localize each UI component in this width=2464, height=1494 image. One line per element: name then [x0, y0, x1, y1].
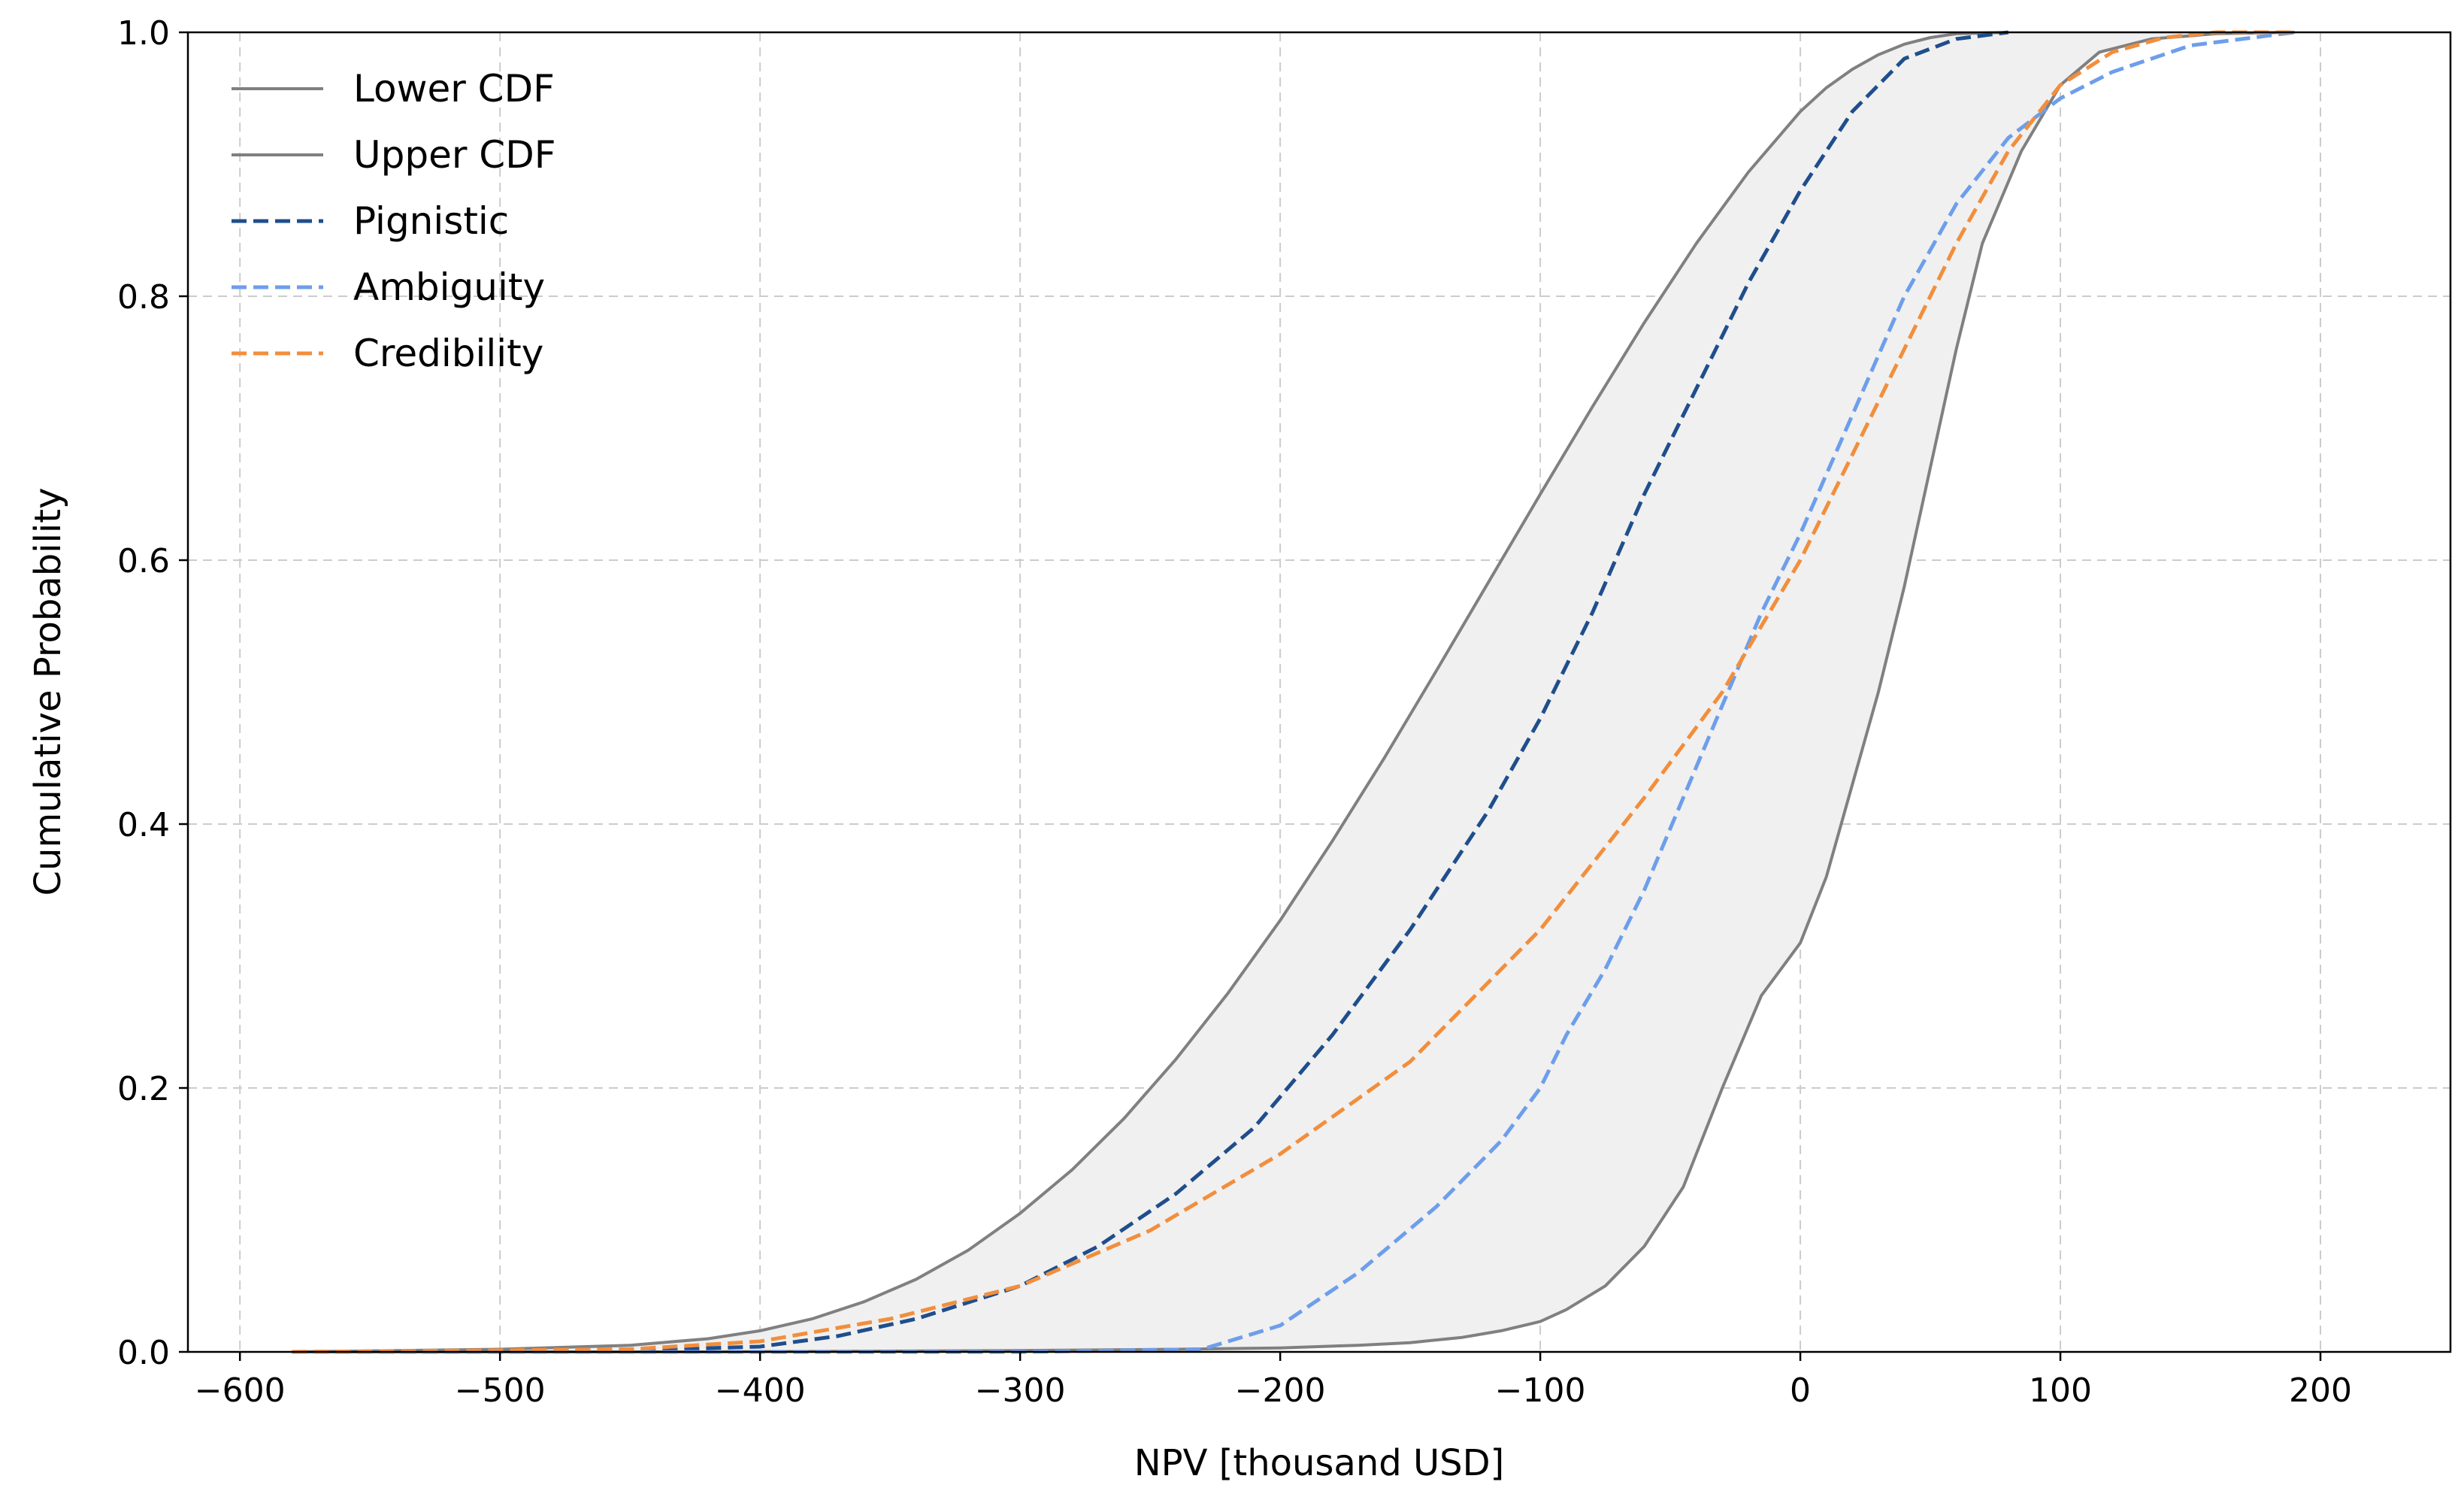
y-tick-label: 0.2: [117, 1070, 170, 1108]
x-tick-label: −600: [195, 1371, 286, 1410]
y-axis-label: Cumulative Probability: [27, 488, 69, 896]
x-axis-label: NPV [thousand USD]: [1134, 1442, 1505, 1484]
legend-label-pignistic: Pignistic: [353, 199, 509, 243]
y-tick-label: 0.8: [117, 278, 170, 317]
series-lines: [292, 30, 2295, 1354]
y-axis-ticks: 0.0 0.2 0.4 0.6 0.8 1.0: [117, 14, 188, 1372]
series-line-ambiguity: [292, 30, 2295, 1354]
x-tick-label: −100: [1495, 1371, 1586, 1410]
y-tick-label: 0.0: [117, 1334, 170, 1372]
cdf-band-fill: [292, 32, 2295, 1352]
x-tick-label: −200: [1235, 1371, 1326, 1410]
x-tick-label: −500: [455, 1371, 546, 1410]
x-tick-label: 100: [2029, 1371, 2092, 1410]
x-tick-label: −300: [975, 1371, 1066, 1410]
plot-frame: [186, 31, 2452, 1353]
legend-label-upper-cdf: Upper CDF: [353, 133, 555, 177]
y-tick-label: 0.6: [117, 542, 170, 580]
legend-label-lower-cdf: Lower CDF: [353, 67, 555, 111]
x-tick-label: 200: [2289, 1371, 2352, 1410]
series-line-credibility: [292, 30, 2295, 1354]
series-line-upper-cdf: [292, 31, 2008, 1353]
legend-label-ambiguity: Ambiguity: [353, 265, 545, 309]
y-tick-label: 1.0: [117, 14, 170, 53]
x-tick-label: −400: [715, 1371, 806, 1410]
legend: Lower CDF Upper CDF Pignistic Ambiguity …: [232, 67, 555, 375]
series-line-pignistic: [292, 30, 2009, 1354]
x-tick-label: 0: [1790, 1371, 1811, 1410]
x-axis-ticks: −600 −500 −400 −300 −200 −100 0 100 200: [195, 1352, 2352, 1410]
cdf-band: [292, 32, 2295, 1352]
y-tick-label: 0.4: [117, 806, 170, 844]
legend-label-credibility: Credibility: [353, 332, 543, 375]
series-line-lower-cdf: [292, 31, 2295, 1353]
